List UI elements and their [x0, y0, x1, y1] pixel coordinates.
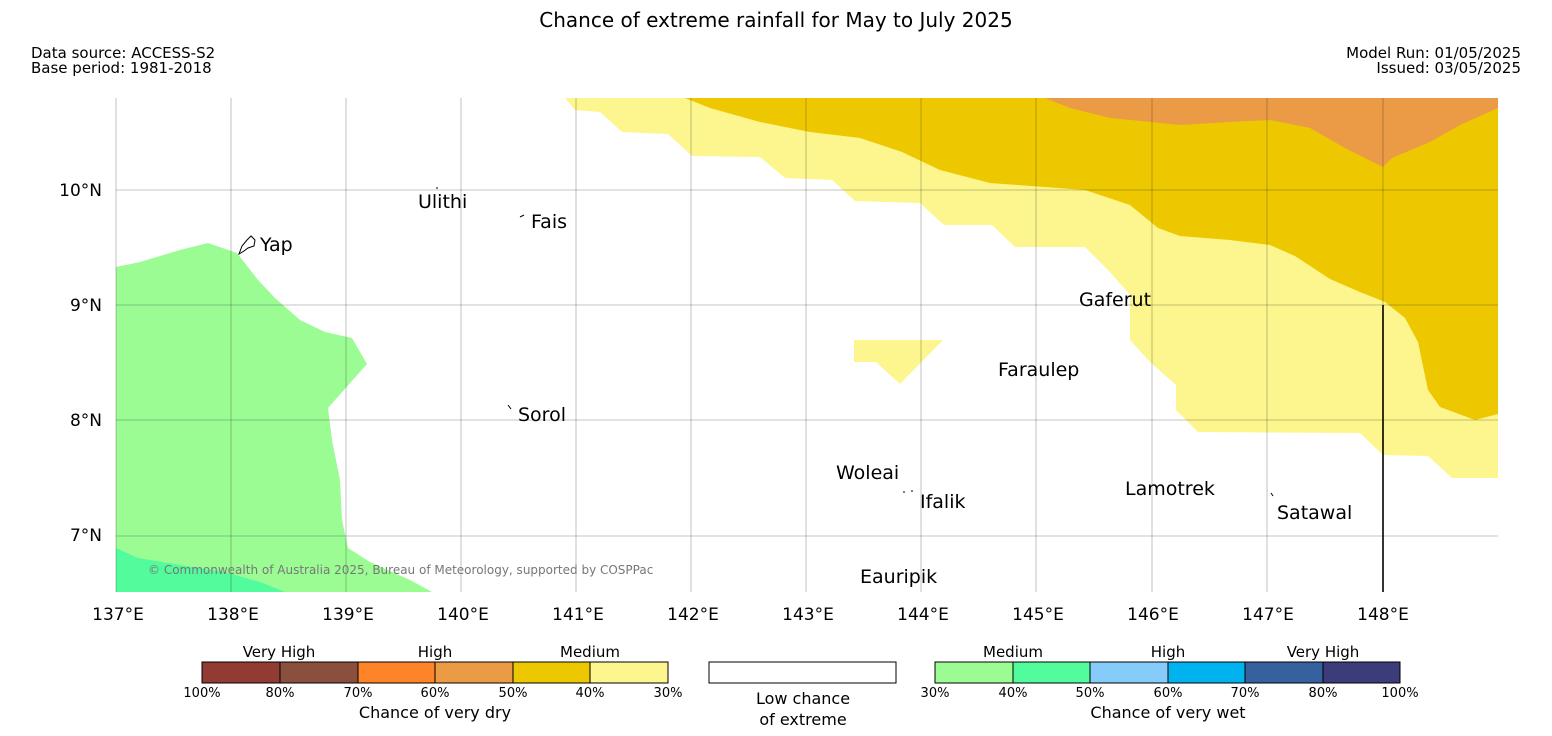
- legend-wet-dividers: [1012, 662, 1324, 683]
- lon-label: 139°E: [322, 605, 374, 625]
- place-label: Eauripik: [860, 566, 937, 588]
- place-label: Ifalik: [920, 491, 966, 513]
- lon-label: 143°E: [782, 605, 834, 625]
- lon-label: 144°E: [897, 605, 949, 625]
- place-label: Ulithi: [418, 191, 467, 213]
- legend-dry-tick: 50%: [499, 686, 528, 701]
- place-label: Lamotrek: [1125, 478, 1215, 500]
- base-period-label: Base period: 1981-2018: [31, 59, 212, 77]
- lon-label: 141°E: [552, 605, 604, 625]
- lon-label: 145°E: [1012, 605, 1064, 625]
- legend-wet-swatch: [1323, 662, 1400, 683]
- place-label: Satawal: [1277, 502, 1352, 524]
- legend-dry-swatch: [358, 662, 435, 683]
- graticule: [115, 98, 1498, 592]
- legend-dry: Very High High Medium 100% 80% 70% 60% 5…: [183, 643, 682, 722]
- shading-layer: [116, 98, 1498, 592]
- lon-label: 148°E: [1357, 605, 1409, 625]
- legend-wet-category: Medium: [983, 643, 1043, 661]
- legend-wet-category: Very High: [1287, 643, 1360, 661]
- map-title: Chance of extreme rainfall for May to Ju…: [539, 8, 1013, 32]
- legend-dry-swatch: [513, 662, 590, 683]
- legend-wet-tick: 50%: [1076, 686, 1105, 701]
- legend-wet-tick: 30%: [921, 686, 950, 701]
- place-label: Woleai: [836, 462, 899, 484]
- lon-label: 142°E: [667, 605, 719, 625]
- yap-island-outline: [238, 235, 256, 256]
- legend-low-line2: of extreme: [759, 710, 846, 729]
- legend-dry-category: Medium: [560, 643, 620, 661]
- lat-label: 9°N: [70, 296, 102, 316]
- legend-wet-tick: 80%: [1309, 686, 1338, 701]
- legend-dry-title: Chance of very dry: [359, 703, 511, 722]
- wet-medium-40-50-region: [116, 548, 285, 592]
- legend-wet-swatch: [1013, 662, 1090, 683]
- wet-medium-30-40-region: [116, 243, 432, 592]
- legend-dry-tick: 70%: [344, 686, 373, 701]
- lon-label: 137°E: [92, 605, 144, 625]
- legend-dry-swatch: [590, 662, 668, 683]
- legend-dry-tick: 80%: [266, 686, 295, 701]
- dry-medium-30-40-patch: [854, 340, 943, 384]
- legend-wet-category: High: [1151, 643, 1185, 661]
- legend-dry-category: High: [418, 643, 452, 661]
- place-label: Faraulep: [998, 359, 1079, 381]
- copyright-notice: © Commonwealth of Australia 2025, Bureau…: [148, 563, 653, 577]
- place-label: Sorol: [518, 404, 566, 426]
- legend-wet-swatch: [1090, 662, 1168, 683]
- place-label: Fais: [531, 211, 567, 233]
- lon-label: 146°E: [1127, 605, 1179, 625]
- model-run-label: Model Run: 01/05/2025: [1346, 44, 1521, 62]
- legend-wet-tick: 60%: [1154, 686, 1183, 701]
- legend-wet-title: Chance of very wet: [1090, 703, 1245, 722]
- legend-dry-category: Very High: [243, 643, 316, 661]
- lon-label: 138°E: [207, 605, 259, 625]
- legend-low: Low chance of extreme: [708, 661, 897, 729]
- lon-label: 140°E: [437, 605, 489, 625]
- data-source-label: Data source: ACCESS-S2: [31, 44, 216, 62]
- dry-medium-40-50-region: [685, 98, 1498, 420]
- satawal-island-mark: [1270, 492, 1274, 497]
- legend-dry-tick: 30%: [654, 686, 683, 701]
- place-label: Gaferut: [1079, 289, 1151, 311]
- legend-wet-tick: 40%: [999, 686, 1028, 701]
- lon-label: 147°E: [1242, 605, 1294, 625]
- island-outlines: [238, 187, 1274, 497]
- legend-dry-tick: 60%: [421, 686, 450, 701]
- place-label: Yap: [259, 234, 293, 256]
- legend-wet-swatch: [935, 662, 1013, 683]
- issued-label: Issued: 03/05/2025: [1376, 59, 1521, 77]
- legend-low-swatch: [708, 661, 897, 684]
- legend-dry-tick: 40%: [576, 686, 605, 701]
- legend-wet: Medium High Very High 30% 40% 50% 60% 70…: [921, 643, 1419, 722]
- lat-label: 8°N: [70, 411, 102, 431]
- dry-high-50-60-region: [1045, 98, 1498, 167]
- legend-dry-swatch: [435, 662, 513, 683]
- lat-label: 7°N: [70, 526, 102, 546]
- legend-dry-swatch: [280, 662, 358, 683]
- legend-wet-swatch: [1245, 662, 1323, 683]
- sorol-island-mark: [507, 404, 512, 410]
- lat-label: 10°N: [59, 181, 102, 201]
- fais-island-mark: [519, 214, 525, 218]
- legend-dry-dividers: [279, 662, 591, 683]
- legend-low-line1: Low chance: [756, 689, 850, 708]
- legend-wet-swatch: [1168, 662, 1245, 683]
- legend-wet-tick: 70%: [1231, 686, 1260, 701]
- legend-dry-tick: 100%: [183, 686, 220, 701]
- legend-dry-swatch: [202, 662, 280, 683]
- legend-wet-tick: 100%: [1381, 686, 1418, 701]
